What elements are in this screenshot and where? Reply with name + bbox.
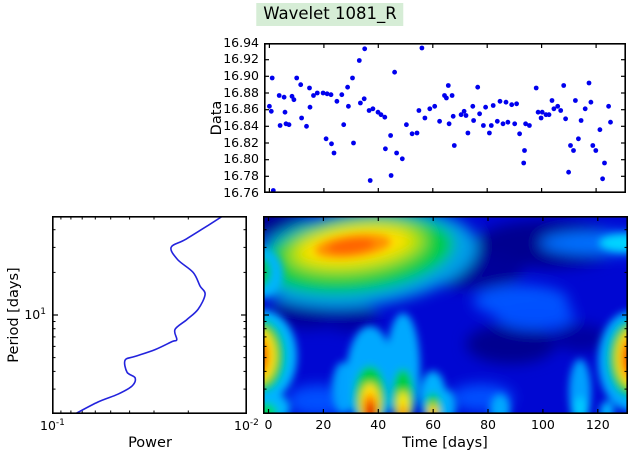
- tick-label: 16.90: [223, 67, 259, 83]
- power-spectrum-panel: [52, 216, 247, 414]
- tick-label: 16.76: [223, 184, 259, 200]
- tick-label: 16.80: [223, 151, 259, 167]
- tick-label: 16.86: [223, 101, 259, 117]
- tick-label: 60: [425, 417, 442, 432]
- power-curve: [74, 216, 224, 414]
- wavelet-heatmap-plot: [263, 216, 628, 414]
- tick-label: 101: [24, 307, 46, 323]
- data-scatter-plot: [264, 43, 626, 193]
- tick-label: 16.92: [223, 51, 259, 67]
- tick-label: 16.82: [223, 134, 259, 150]
- wavelet-heatmap-panel: [263, 216, 628, 414]
- tick-label: 10-2: [234, 418, 259, 434]
- tick-label: 10-1: [40, 418, 65, 434]
- tick-label: 100: [530, 417, 555, 432]
- period-axis-label: Period [days]: [5, 267, 22, 363]
- heatmap-field: [263, 216, 628, 414]
- power-spectrum-plot: [52, 216, 247, 414]
- tick-label: 40: [370, 417, 387, 432]
- tick-label: 80: [480, 417, 496, 432]
- tick-label: 16.78: [223, 167, 259, 183]
- scatter-points: [267, 45, 613, 193]
- power-axis-label: Power: [128, 435, 172, 451]
- data-scatter-panel: [264, 43, 626, 193]
- tick-label: 20: [315, 417, 332, 432]
- data-axis-label: Data: [208, 100, 225, 136]
- tick-label: 0: [264, 417, 273, 432]
- figure-title: Wavelet 1081_R: [256, 3, 404, 26]
- tick-label: 16.94: [223, 34, 259, 50]
- tick-label: 120: [585, 417, 610, 432]
- tick-label: 16.88: [223, 84, 259, 100]
- time-axis-label: Time [days]: [402, 435, 488, 451]
- tick-label: 16.84: [223, 117, 259, 133]
